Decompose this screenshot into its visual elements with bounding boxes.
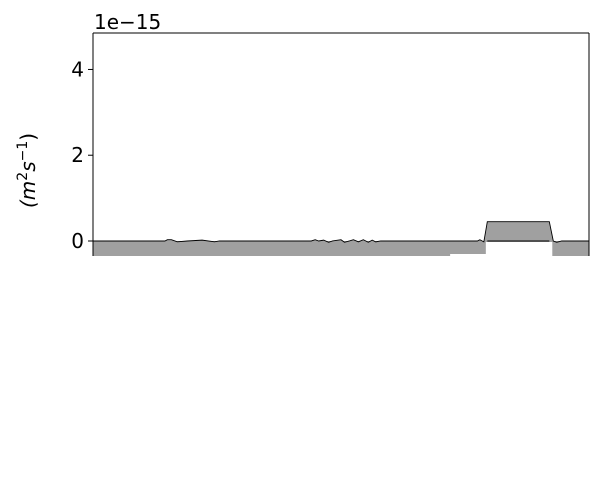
- y-tick-label: 0: [71, 229, 84, 253]
- baseline-band: [93, 240, 589, 256]
- y-offset-label: 1e−15: [94, 10, 161, 34]
- y-tick-label: 2: [71, 143, 84, 167]
- y-axis-label: (m2s−1): [15, 133, 40, 208]
- series-area: [93, 221, 589, 243]
- band-cutout: [450, 241, 553, 256]
- y-tick-label: 4: [71, 57, 84, 81]
- data-area: [93, 221, 589, 256]
- series-line: [93, 221, 589, 243]
